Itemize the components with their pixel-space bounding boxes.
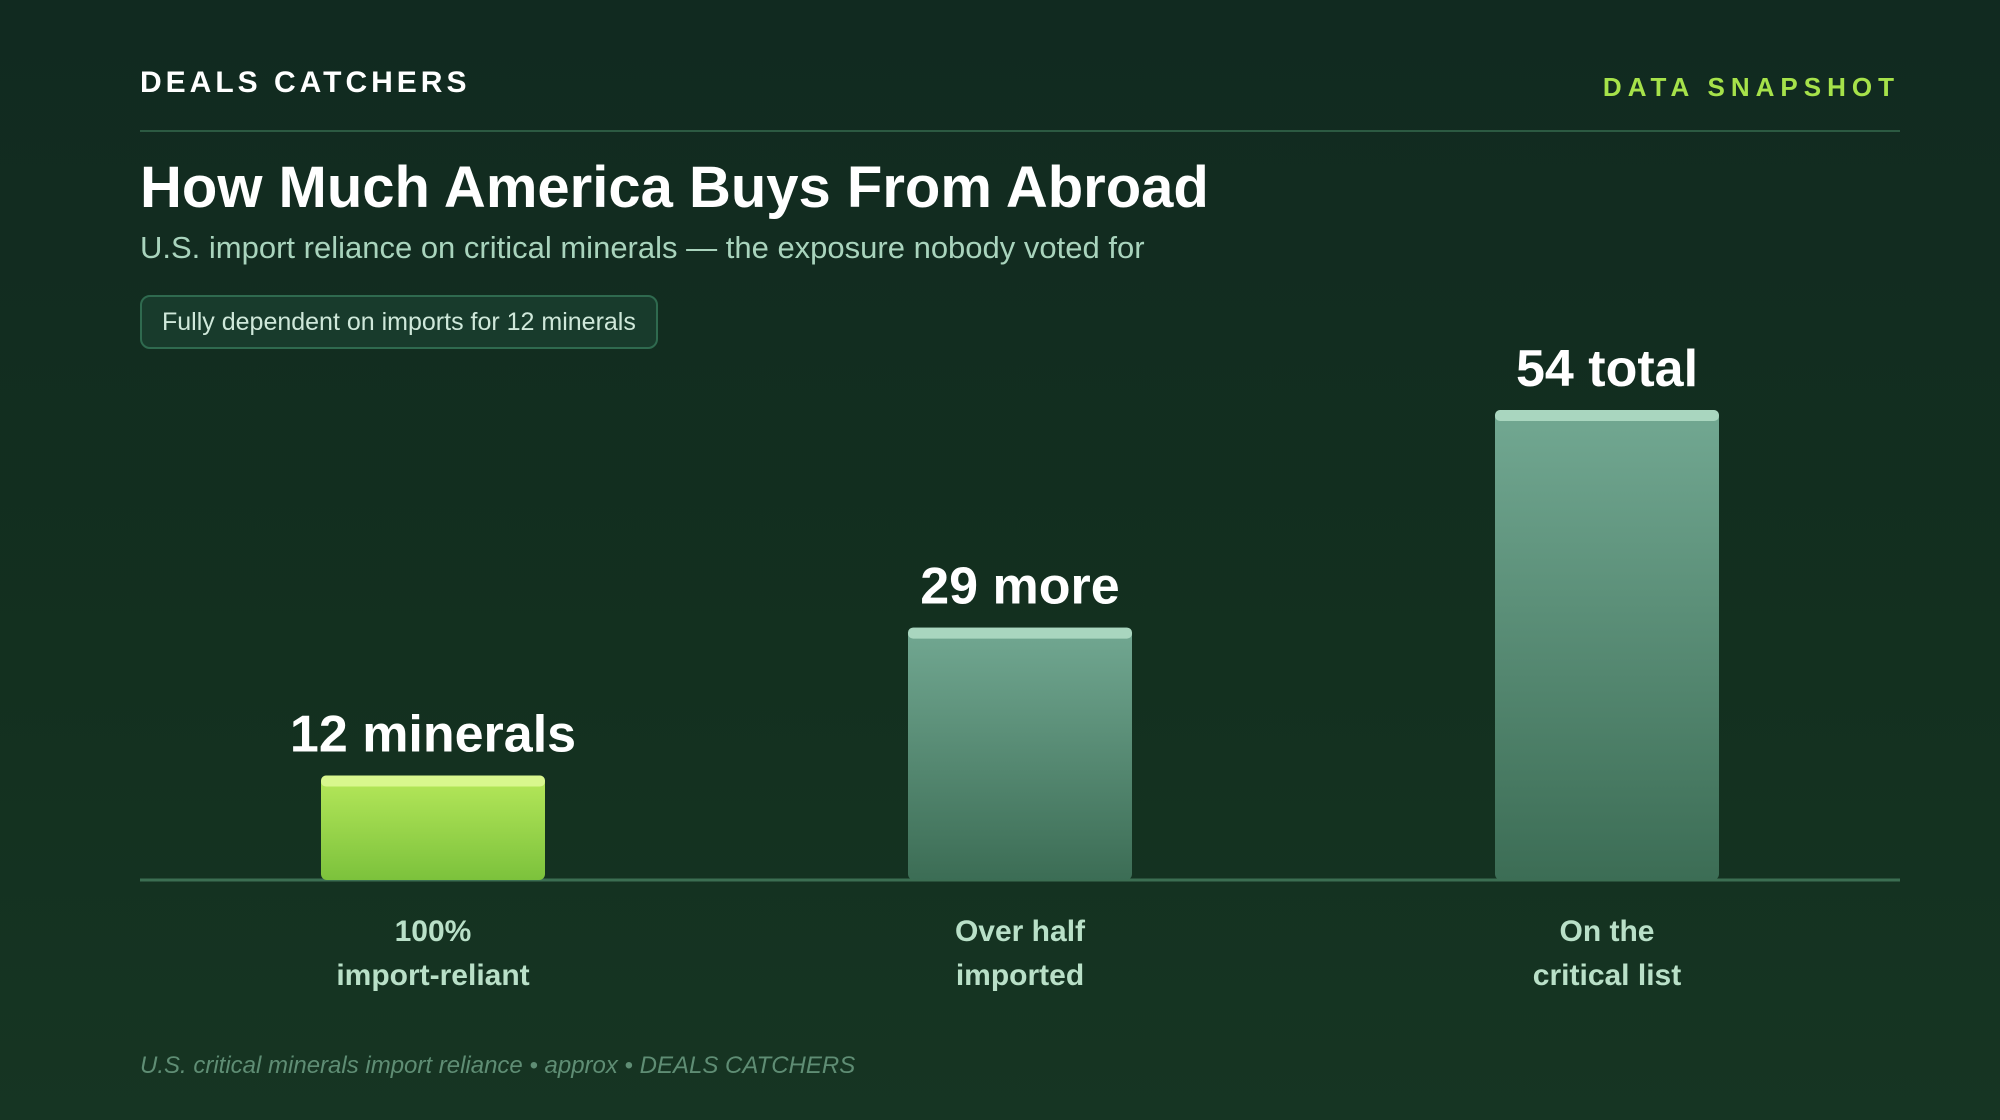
bar-group: 29 more <box>908 558 1132 880</box>
data-label: 29 more <box>920 558 1119 616</box>
category-label-line: import-reliant <box>336 959 530 992</box>
slide: DEALS CATCHERS DATA SNAPSHOT How Much Am… <box>140 0 1900 1120</box>
category-label-line: Over half <box>954 915 1086 948</box>
bar-group: 54 total <box>1495 340 1719 880</box>
callout-badge: Fully dependent on imports for 12 minera… <box>140 295 658 349</box>
bar-cap <box>321 775 545 787</box>
brand-name: DEALS CATCHERS <box>140 66 471 99</box>
bar-cap <box>908 627 1132 639</box>
header-divider <box>140 130 1900 132</box>
data-label: 54 total <box>1516 340 1698 398</box>
category-label-line: imported <box>955 959 1085 992</box>
category-label-line: On the <box>1559 915 1655 948</box>
bar-cap <box>1495 410 1719 421</box>
source-footnote: U.S. critical minerals import reliance •… <box>140 1052 856 1079</box>
category-label-line: critical list <box>1532 959 1682 992</box>
category-label: On the critical list <box>1427 910 1787 998</box>
bar <box>908 627 1132 880</box>
page-subtitle: U.S. import reliance on critical mineral… <box>140 230 1145 265</box>
bar-group: 12 minerals <box>290 706 576 880</box>
category-label: 100% import-reliant <box>253 910 613 998</box>
bar <box>321 775 545 880</box>
bar-chart: 12 minerals 29 more 54 total <box>140 340 1900 882</box>
bar <box>1495 410 1719 880</box>
header: DEALS CATCHERS DATA SNAPSHOT <box>140 66 1900 106</box>
page-title: How Much America Buys From Abroad <box>140 155 1209 220</box>
category-label-line: 100% <box>394 915 472 948</box>
data-label: 12 minerals <box>290 706 576 764</box>
category-label: Over half imported <box>840 910 1200 998</box>
section-tag: DATA SNAPSHOT <box>1602 72 1900 102</box>
